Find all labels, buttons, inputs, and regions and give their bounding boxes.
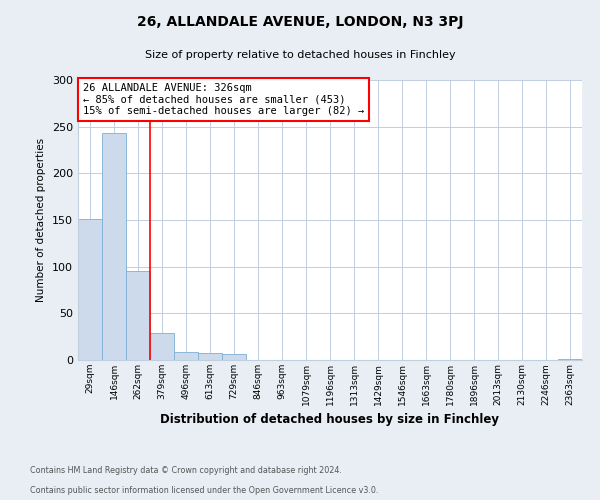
Bar (150, 333, 174, 360)
Y-axis label: Number of detached properties: Number of detached properties (37, 138, 46, 302)
Text: 26, ALLANDALE AVENUE, LONDON, N3 3PJ: 26, ALLANDALE AVENUE, LONDON, N3 3PJ (137, 15, 463, 29)
Bar (222, 354, 246, 360)
Text: 26 ALLANDALE AVENUE: 326sqm
← 85% of detached houses are smaller (453)
15% of se: 26 ALLANDALE AVENUE: 326sqm ← 85% of det… (83, 83, 364, 116)
X-axis label: Distribution of detached houses by size in Finchley: Distribution of detached houses by size … (161, 413, 499, 426)
Bar (126, 272, 150, 360)
Text: Contains public sector information licensed under the Open Government Licence v3: Contains public sector information licen… (30, 486, 379, 495)
Bar (558, 359, 582, 360)
Bar (102, 133, 126, 360)
Bar (78, 219, 102, 360)
Text: Size of property relative to detached houses in Finchley: Size of property relative to detached ho… (145, 50, 455, 60)
Text: Contains HM Land Registry data © Crown copyright and database right 2024.: Contains HM Land Registry data © Crown c… (30, 466, 342, 475)
Bar (174, 352, 198, 360)
Bar (198, 352, 222, 360)
